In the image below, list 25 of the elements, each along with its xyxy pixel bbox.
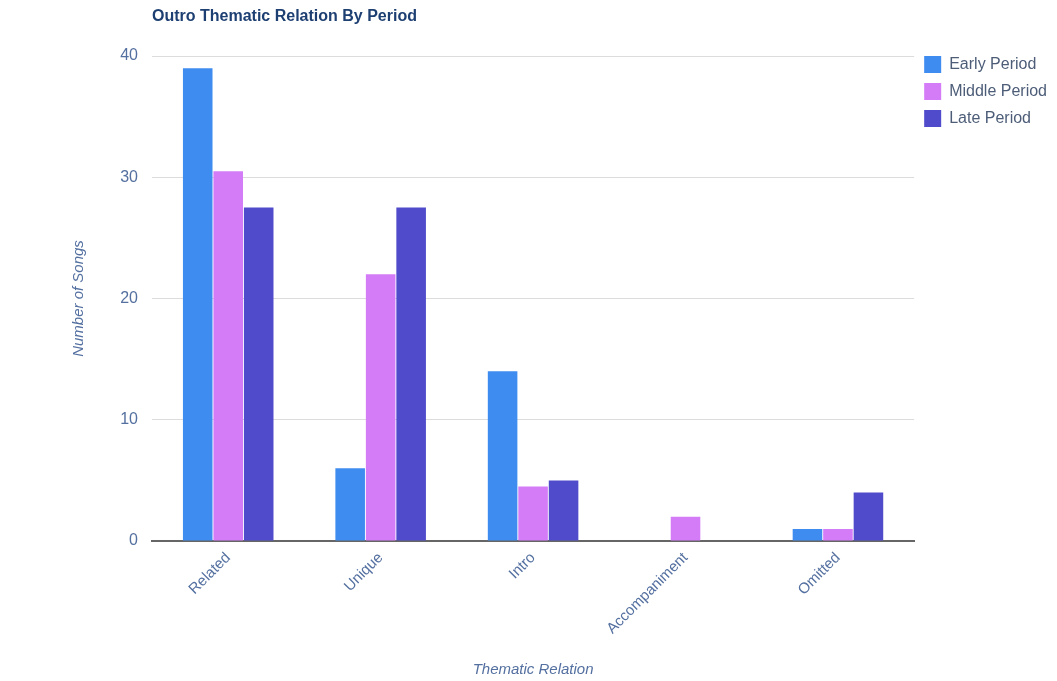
bar — [335, 468, 365, 541]
bar — [823, 528, 853, 541]
y-axis-title: Number of Songs — [69, 239, 87, 357]
y-tick-label: 0 — [129, 531, 139, 549]
bar — [396, 207, 426, 541]
y-tick-label: 30 — [120, 167, 139, 185]
legend-label: Late Period — [949, 108, 1032, 126]
bar — [365, 274, 396, 541]
bar — [670, 516, 701, 541]
bar — [243, 207, 274, 541]
bar — [182, 68, 213, 541]
legend-label: Early Period — [949, 54, 1037, 72]
bar — [548, 480, 579, 541]
bar — [853, 492, 884, 541]
bar — [213, 171, 243, 541]
bar — [487, 371, 518, 541]
y-tick-label: 10 — [120, 410, 139, 428]
y-tick-label: 40 — [120, 46, 139, 64]
x-axis-title: Thematic Relation — [472, 660, 594, 678]
bar — [518, 486, 548, 541]
chart-title: Outro Thematic Relation By Period — [152, 7, 417, 25]
x-tick-label: Intro — [504, 548, 539, 582]
bar — [792, 528, 823, 541]
y-tick-label: 20 — [120, 288, 139, 306]
legend-label: Middle Period — [949, 81, 1047, 99]
